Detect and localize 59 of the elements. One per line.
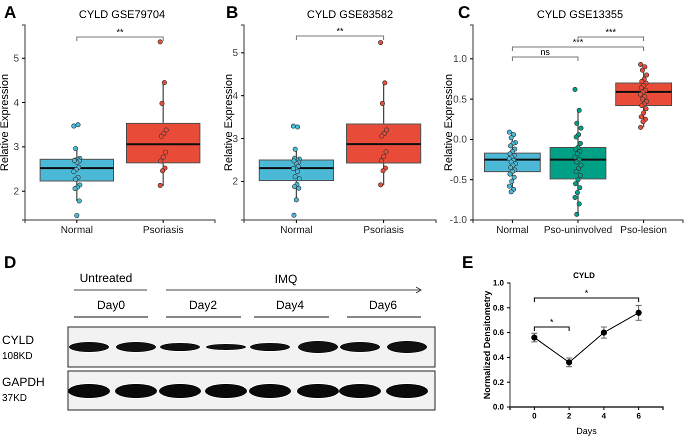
x-tick-label: Pso-uninvolved — [544, 225, 612, 236]
x-tick-label: 2 — [566, 412, 572, 421]
y-tick-label: -1.0 — [450, 215, 468, 226]
x-tick-label: Normal — [280, 225, 312, 236]
annotation: ** — [116, 27, 124, 37]
text: C — [458, 3, 470, 22]
y-tick-label: 1.0 — [492, 278, 505, 288]
text: Untreated — [80, 271, 132, 285]
y-tick-label: 0.5 — [453, 94, 468, 106]
y-tick-label: 5 — [232, 48, 238, 60]
text: Day0 — [96, 298, 126, 312]
chart-title: CYLD GSE83582 — [306, 9, 394, 21]
y-tick-label: 1.0 — [453, 54, 468, 66]
text: IMQ — [274, 272, 298, 286]
y-tick-label: 0.8 — [492, 303, 505, 312]
x-tick-label: Psoriasis — [142, 225, 184, 236]
text: Day6 — [368, 298, 398, 312]
text: B — [226, 3, 238, 22]
y-tick-label: 0.0 — [492, 402, 505, 412]
x-tick-label: Psoriasis — [363, 225, 404, 236]
x-tick-label: 4 — [602, 412, 607, 421]
y-tick-label: -0.5 — [450, 174, 468, 186]
annotation: * — [584, 288, 589, 298]
y-tick-label: 2 — [232, 176, 238, 188]
annotation: *** — [606, 27, 617, 37]
text: CYLD — [2, 333, 34, 347]
text: GAPDH — [2, 375, 45, 389]
x-tick-label: 6 — [636, 412, 642, 421]
chart-title: CYLD GSE13355 — [536, 9, 624, 21]
chart-title: CYLD — [573, 271, 596, 280]
x-tick-label: Normal — [496, 225, 528, 236]
text: 108KD — [2, 351, 33, 362]
y-axis-title: Relative Expression — [0, 74, 11, 172]
text: E — [462, 253, 474, 272]
x-axis-title: Days — [576, 426, 598, 436]
text: Day2 — [188, 298, 218, 312]
y-tick-label: 0.0 — [453, 134, 468, 146]
text: 37KD — [2, 393, 28, 404]
x-tick-label: 0 — [532, 412, 538, 421]
x-tick-label: Normal — [60, 225, 93, 236]
y-tick-label: 3 — [232, 134, 238, 145]
y-tick-label: 4 — [13, 98, 20, 109]
y-tick-label: 2 — [13, 186, 20, 198]
text: D — [4, 253, 16, 272]
chart-title: CYLD GSE79704 — [78, 9, 166, 21]
x-tick-label: Pso-lesion — [620, 225, 667, 236]
annotation: ** — [336, 26, 344, 36]
y-tick-label: 3 — [13, 142, 20, 154]
y-axis-title: Relative Expression — [443, 74, 455, 172]
y-tick-label: 0.4 — [492, 352, 505, 362]
y-tick-label: 5 — [13, 53, 20, 64]
y-axis-title: Normalized Densitometry — [482, 290, 492, 400]
y-tick-label: 0.2 — [492, 378, 505, 387]
annotation: * — [550, 317, 554, 327]
y-tick-label: 4 — [232, 90, 238, 102]
text: Day4 — [276, 298, 304, 312]
text: A — [4, 3, 16, 22]
y-tick-label: 0.6 — [492, 328, 505, 338]
annotation: ns — [540, 47, 550, 57]
